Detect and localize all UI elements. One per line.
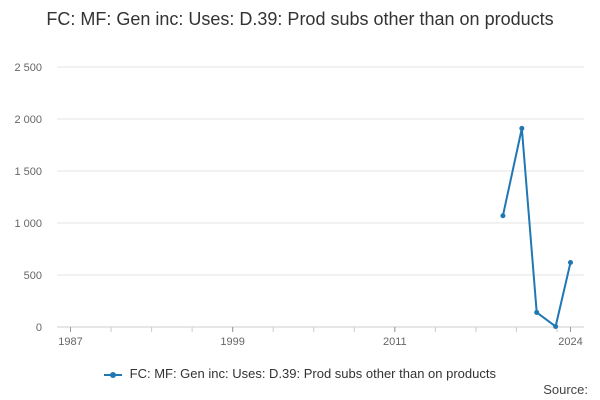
y-tick-label: 1 000 [14, 218, 42, 230]
plot-area [500, 125, 573, 329]
y-tick-label: 2 500 [14, 62, 42, 74]
x-tick-label: 1999 [220, 336, 244, 348]
chart-title: FC: MF: Gen inc: Uses: D.39: Prod subs o… [46, 9, 554, 29]
data-point[interactable] [500, 213, 506, 219]
legend[interactable]: FC: MF: Gen inc: Uses: D.39: Prod subs o… [0, 366, 600, 381]
x-tick-label: 2024 [558, 336, 582, 348]
x-tick-label: 1987 [58, 336, 82, 348]
legend-series-label: FC: MF: Gen inc: Uses: D.39: Prod subs o… [129, 366, 496, 381]
y-tick-label: 500 [24, 270, 42, 282]
y-tick-label: 0 [36, 322, 42, 334]
x-axis: 1987 1999 2011 2024 [58, 327, 583, 348]
source-label: Source: [543, 382, 588, 397]
data-point[interactable] [567, 260, 573, 266]
y-axis: 0 500 1 000 1 500 2 000 2 500 [14, 62, 42, 334]
data-point[interactable] [534, 309, 540, 315]
legend-series-marker [104, 370, 123, 380]
y-tick-label: 1 500 [14, 166, 42, 178]
y-tick-label: 2 000 [14, 114, 42, 126]
x-tick-label: 2011 [383, 336, 407, 348]
series-line [501, 127, 572, 328]
data-point[interactable] [519, 125, 525, 131]
data-point[interactable] [553, 323, 559, 329]
grid-lines [57, 66, 584, 328]
